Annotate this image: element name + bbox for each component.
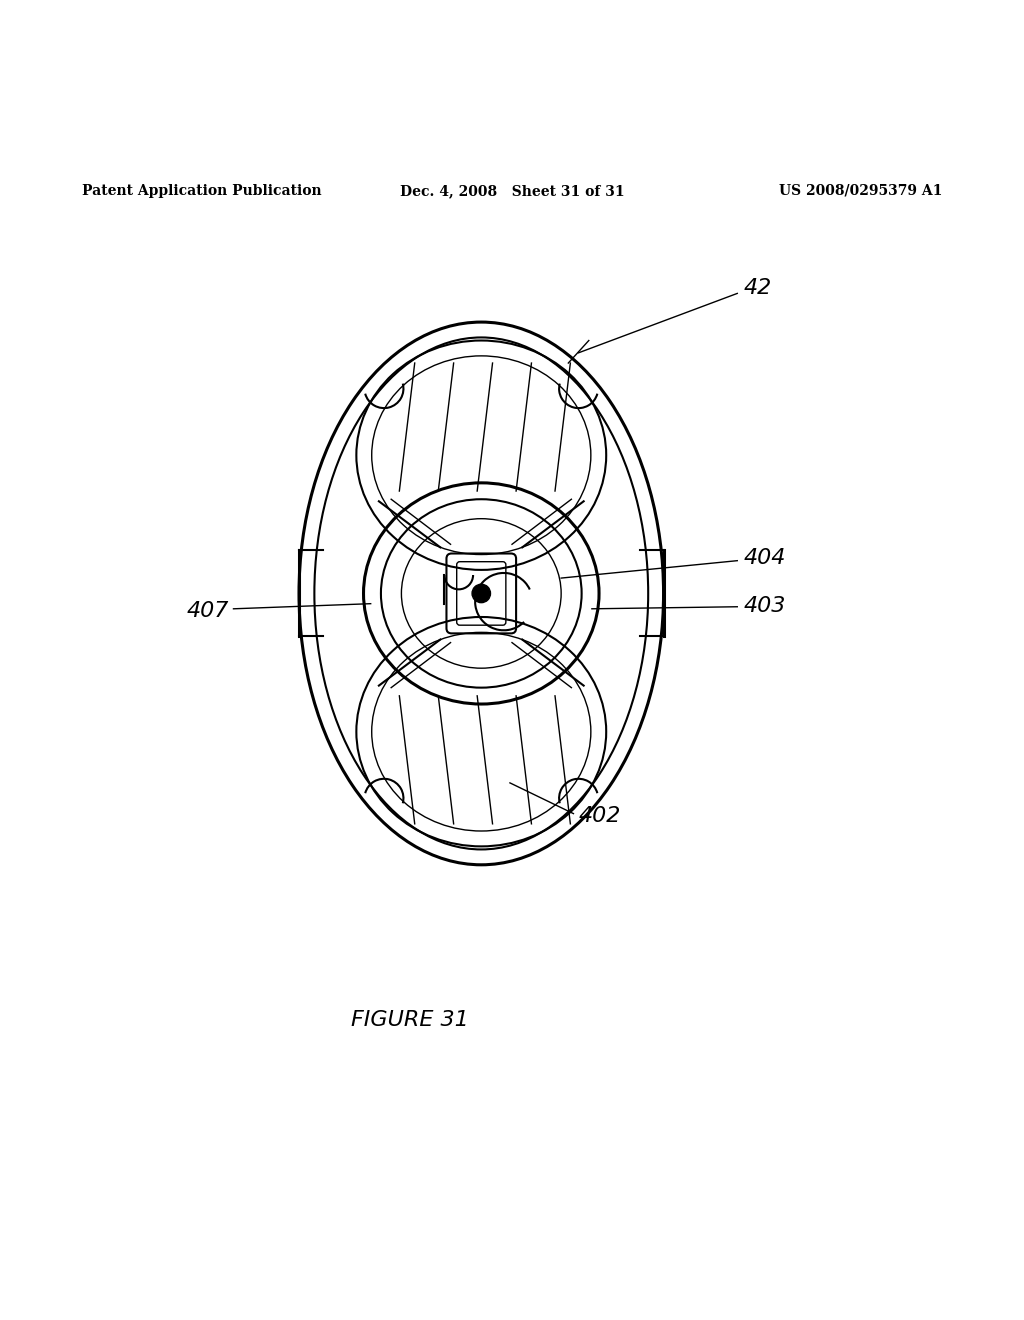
- Text: Patent Application Publication: Patent Application Publication: [82, 183, 322, 198]
- Text: 407: 407: [187, 601, 229, 620]
- Text: 403: 403: [743, 595, 785, 615]
- Text: 42: 42: [743, 279, 772, 298]
- Text: US 2008/0295379 A1: US 2008/0295379 A1: [778, 183, 942, 198]
- Text: Dec. 4, 2008   Sheet 31 of 31: Dec. 4, 2008 Sheet 31 of 31: [399, 183, 625, 198]
- Circle shape: [472, 585, 490, 603]
- Text: 402: 402: [579, 805, 621, 825]
- Text: 404: 404: [743, 548, 785, 568]
- Text: FIGURE 31: FIGURE 31: [351, 1010, 468, 1031]
